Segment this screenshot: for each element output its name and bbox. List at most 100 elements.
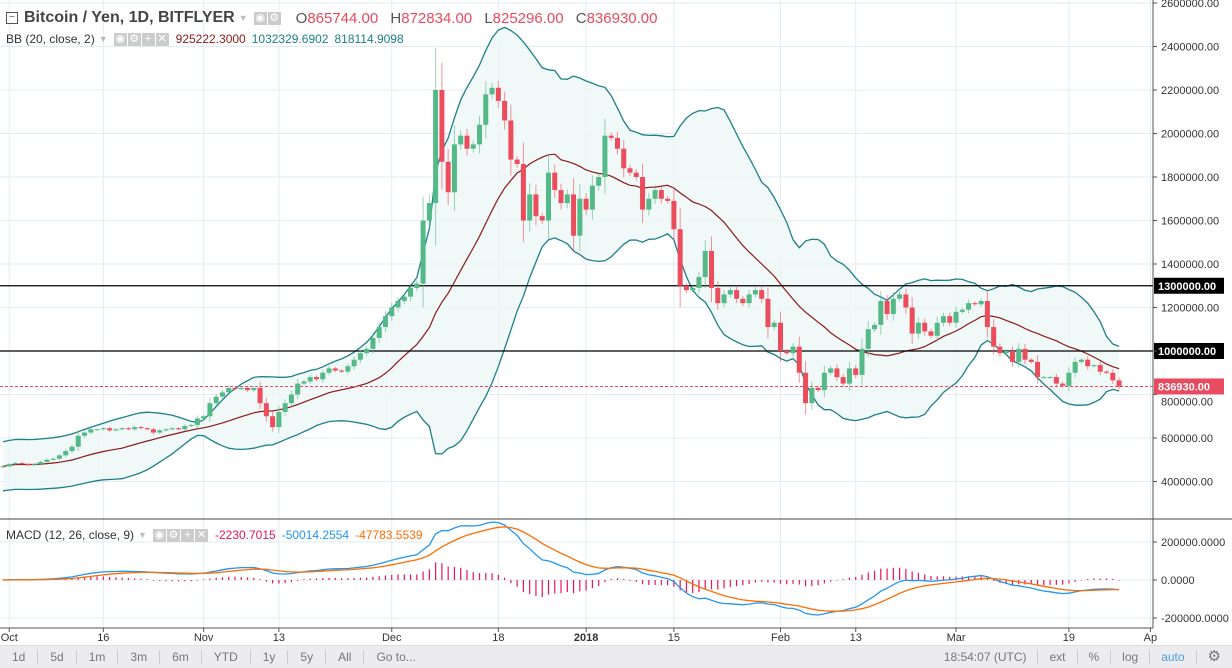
candle bbox=[56, 453, 62, 461]
axes: 2600000.00 2400000.00 2200000.00 2000000.00… bbox=[0, 0, 1229, 644]
range-6m[interactable]: 6m bbox=[160, 650, 202, 664]
candle bbox=[683, 282, 689, 294]
candle bbox=[514, 155, 520, 168]
candle-body bbox=[727, 290, 733, 295]
candle bbox=[840, 373, 846, 387]
plus-icon[interactable]: + bbox=[141, 32, 155, 46]
candle bbox=[991, 319, 997, 355]
price-chart[interactable]: 1300000.00 1000000.00 2600000.00 2400000.0… bbox=[0, 0, 1232, 645]
macd-histogram-value: -2230.7015 bbox=[214, 528, 276, 542]
candle bbox=[194, 415, 200, 429]
candle-body bbox=[928, 331, 934, 336]
eye-icon[interactable]: ◉ bbox=[113, 32, 127, 46]
plus-icon[interactable]: + bbox=[180, 528, 194, 542]
range-1d[interactable]: 1d bbox=[0, 650, 39, 664]
range-5y[interactable]: 5y bbox=[288, 650, 327, 664]
close-value: 836930.00 bbox=[586, 9, 658, 27]
candle bbox=[420, 196, 426, 308]
candle-body bbox=[320, 372, 326, 380]
candle-body bbox=[652, 190, 658, 199]
candle bbox=[1028, 357, 1034, 364]
eye-icon[interactable]: ◉ bbox=[253, 11, 267, 25]
range-1y[interactable]: 1y bbox=[251, 650, 289, 664]
settings-gear-icon[interactable]: ⚙ bbox=[1195, 649, 1232, 664]
candle bbox=[1035, 355, 1041, 384]
candle-body bbox=[1072, 361, 1078, 373]
candle bbox=[953, 306, 959, 328]
candle bbox=[677, 207, 683, 308]
range-5d[interactable]: 5d bbox=[38, 650, 77, 664]
open-value: 865744.00 bbox=[307, 9, 379, 27]
candle-body bbox=[734, 290, 740, 299]
auto-toggle[interactable]: auto bbox=[1149, 650, 1195, 664]
log-toggle[interactable]: log bbox=[1110, 650, 1149, 664]
candle bbox=[646, 193, 652, 216]
candle-body bbox=[376, 327, 382, 338]
range-3m[interactable]: 3m bbox=[118, 650, 161, 664]
symbol-legend: − Bitcoin / Yen, 1D, BITFLYER ▼ ◉ ⚙ O865… bbox=[6, 9, 657, 27]
candle bbox=[752, 287, 758, 298]
gear-icon[interactable]: ⚙ bbox=[127, 32, 141, 46]
candle-body bbox=[872, 324, 878, 330]
candle bbox=[972, 301, 978, 307]
candle bbox=[288, 390, 294, 408]
candle-body bbox=[878, 300, 884, 325]
candle bbox=[408, 283, 414, 302]
range-ytd[interactable]: YTD bbox=[202, 650, 251, 664]
chevron-down-icon[interactable]: ▼ bbox=[238, 13, 248, 23]
candle bbox=[627, 164, 633, 177]
chevron-down-icon[interactable]: ▼ bbox=[98, 34, 108, 44]
time-tick-label: 15 bbox=[668, 632, 680, 644]
candle-body bbox=[163, 429, 169, 431]
candle-body bbox=[884, 300, 890, 315]
candle bbox=[589, 175, 595, 221]
time-tick-label: Oct bbox=[1, 632, 18, 644]
candle-body bbox=[470, 144, 476, 149]
candle-body bbox=[451, 144, 457, 193]
macd-label[interactable]: MACD (12, 26, close, 9) bbox=[6, 528, 135, 542]
go-to-button[interactable]: Go to... bbox=[376, 650, 416, 664]
collapse-icon[interactable]: − bbox=[6, 12, 18, 24]
candle bbox=[884, 295, 890, 320]
price-tick-label: 1400000.00 bbox=[1161, 259, 1219, 271]
candle bbox=[263, 397, 269, 422]
symbol-title[interactable]: Bitcoin / Yen, 1D, BITFLYER bbox=[24, 9, 235, 26]
candle bbox=[320, 369, 326, 383]
candle-body bbox=[897, 294, 903, 299]
candle bbox=[357, 349, 363, 364]
horizontal-lines[interactable]: 1300000.00 1000000.00 bbox=[0, 277, 1224, 387]
candle bbox=[966, 299, 972, 314]
candle-body bbox=[345, 366, 351, 372]
candle-body bbox=[445, 161, 451, 193]
candle bbox=[727, 287, 733, 298]
ext-toggle[interactable]: ext bbox=[1037, 650, 1076, 664]
candle-body bbox=[489, 87, 495, 95]
candle bbox=[784, 349, 790, 356]
open-label: O bbox=[295, 9, 308, 27]
bb-basis-value: 925222.3000 bbox=[175, 32, 246, 46]
candle bbox=[508, 104, 514, 176]
chevron-down-icon[interactable]: ▼ bbox=[138, 530, 147, 540]
candle bbox=[38, 460, 44, 466]
gear-icon[interactable]: ⚙ bbox=[267, 11, 281, 25]
range-all[interactable]: All bbox=[326, 650, 365, 664]
candle bbox=[746, 289, 752, 308]
candle bbox=[1022, 343, 1028, 365]
close-icon[interactable]: ✕ bbox=[194, 528, 208, 542]
eye-icon[interactable]: ◉ bbox=[152, 528, 166, 542]
candle-body bbox=[746, 294, 752, 304]
percent-toggle[interactable]: % bbox=[1076, 650, 1111, 664]
candle bbox=[125, 427, 131, 431]
candle bbox=[201, 414, 207, 420]
bb-label[interactable]: BB (20, close, 2) bbox=[6, 32, 95, 46]
gear-icon[interactable]: ⚙ bbox=[166, 528, 180, 542]
candle-body bbox=[194, 418, 200, 425]
candle bbox=[984, 290, 990, 338]
range-1m[interactable]: 1m bbox=[77, 650, 119, 664]
candle bbox=[740, 295, 746, 307]
candle-body bbox=[219, 392, 225, 397]
bollinger-upper-band bbox=[2, 26, 1120, 443]
candle bbox=[1041, 376, 1047, 379]
candle-body bbox=[25, 464, 31, 466]
close-icon[interactable]: ✕ bbox=[155, 32, 169, 46]
